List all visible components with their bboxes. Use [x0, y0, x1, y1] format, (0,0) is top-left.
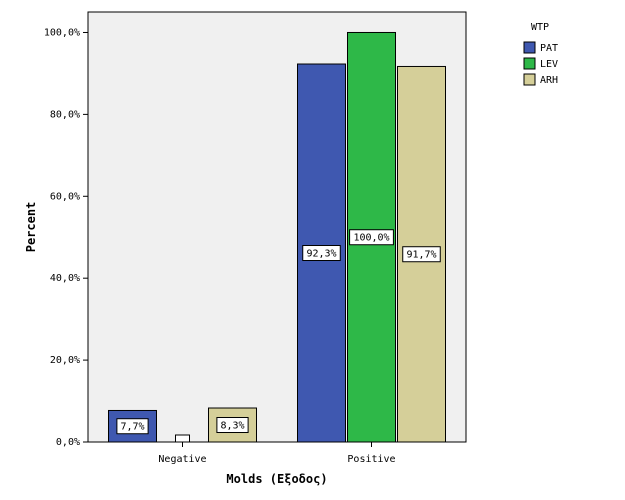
y-tick-label: 80,0% [50, 109, 80, 120]
data-label-arh-negative: 8,3% [220, 421, 244, 432]
y-axis-title: Percent [24, 202, 38, 253]
y-tick-label: 100,0% [44, 27, 80, 38]
x-tick-label: Negative [158, 454, 206, 465]
data-label-box [216, 417, 249, 434]
data-label-box [349, 229, 394, 246]
data-label-lev-positive: 100,0% [353, 233, 389, 244]
data-label-pat-negative: 7,7% [120, 422, 144, 433]
legend-label-pat: PAT [540, 43, 558, 54]
legend-swatch-arh [523, 73, 536, 86]
y-tick-label: 60,0% [50, 191, 80, 202]
bar-lev-negative [175, 434, 190, 443]
x-tick-label: Positive [347, 454, 395, 465]
legend-swatch-pat [523, 41, 536, 54]
legend-label-lev: LEV [540, 59, 558, 70]
data-label-box [402, 246, 441, 263]
legend-swatch-lev [523, 57, 536, 70]
y-tick-label: 20,0% [50, 355, 80, 366]
x-axis-title: Molds (Εξοδος) [226, 472, 327, 486]
legend-title: WTP [531, 22, 549, 33]
data-label-box [302, 245, 341, 262]
legend-label-arh: ARH [540, 75, 558, 86]
data-label-arh-positive: 91,7% [406, 250, 436, 261]
y-tick-label: 40,0% [50, 273, 80, 284]
data-label-box [116, 418, 149, 435]
data-label-pat-positive: 92,3% [306, 249, 336, 260]
y-tick-label: 0,0% [56, 437, 80, 448]
